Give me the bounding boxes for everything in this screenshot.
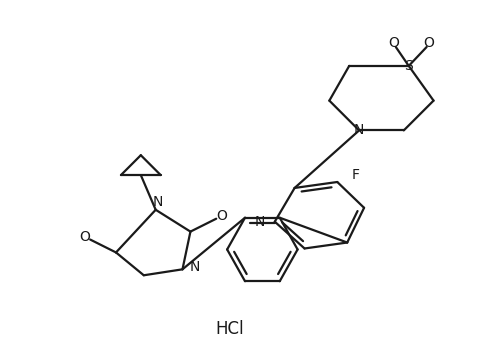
Text: N: N (255, 215, 265, 229)
Text: N: N (189, 260, 199, 274)
Text: O: O (423, 36, 434, 50)
Text: S: S (405, 59, 413, 73)
Text: O: O (388, 36, 399, 50)
Text: N: N (354, 123, 364, 137)
Text: O: O (217, 209, 228, 223)
Text: F: F (351, 168, 359, 182)
Text: HCl: HCl (216, 320, 245, 338)
Text: N: N (153, 195, 163, 209)
Text: O: O (79, 229, 90, 244)
